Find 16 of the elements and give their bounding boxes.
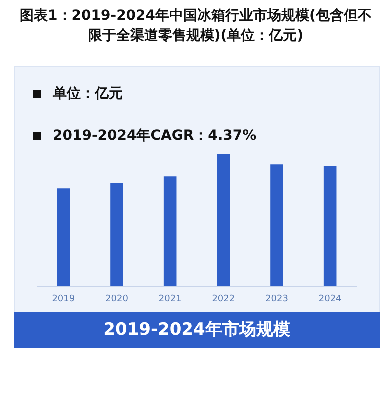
bar: [217, 154, 230, 287]
x-tick-label: 2019: [52, 294, 76, 304]
x-tick-label: 2024: [318, 294, 342, 304]
text: 2019-2024年CAGR：4.37%: [53, 127, 257, 145]
x-tick-label: 2022: [212, 294, 236, 304]
x-tick-label: 2021: [158, 294, 182, 304]
bar: [57, 188, 70, 287]
bar: [110, 183, 124, 287]
x-tick-label: 2023: [266, 294, 288, 304]
text: 单位：亿元: [53, 85, 123, 103]
x-tick-label: 2020: [106, 294, 129, 304]
bar: [270, 164, 284, 287]
bar: [164, 176, 177, 287]
bar: [324, 166, 337, 287]
chart-title: 图表1：2019-2024年中国冰箱行业市场规模(包含但不限于全渠道零售规模)(单位：亿元): [20, 6, 372, 46]
x-axis-title: 2019-2024年市场规模: [14, 312, 380, 348]
